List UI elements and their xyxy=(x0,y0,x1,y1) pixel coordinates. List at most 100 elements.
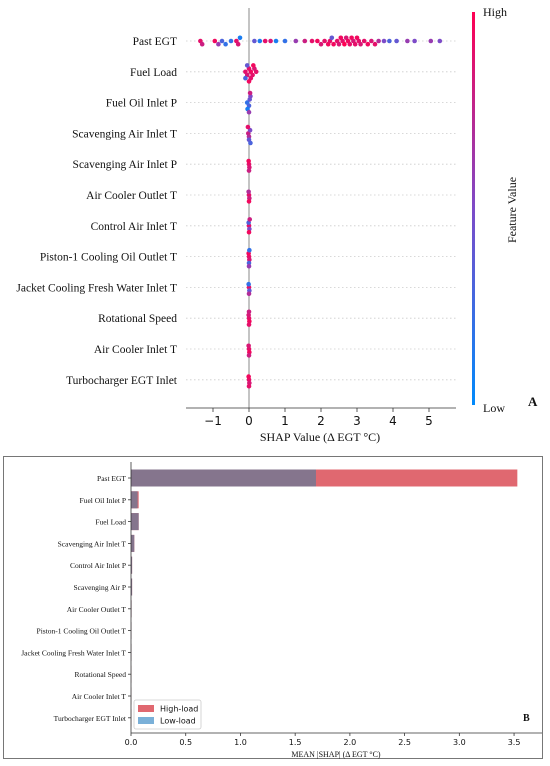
panel-b-frame xyxy=(3,456,543,759)
a-feature-label: Fuel Load xyxy=(130,67,177,79)
a-feature-label: Scavenging Air Inlet T xyxy=(72,128,177,140)
a-x-tick-label: 5 xyxy=(425,414,433,428)
a-shap-point xyxy=(437,38,443,44)
a-feature-label: Jacket Cooling Fresh Water Inlet T xyxy=(16,282,177,294)
b-category-label: Scavenging Air Inlet T xyxy=(58,539,127,548)
a-shap-point xyxy=(309,38,315,44)
a-shap-point xyxy=(293,38,299,44)
b-x-tick-label: 0.0 xyxy=(125,738,138,747)
a-shap-point xyxy=(246,134,252,139)
a-shap-point xyxy=(199,41,205,47)
a-shap-point xyxy=(253,69,259,75)
a-shap-point xyxy=(246,109,252,115)
a-shap-point xyxy=(376,38,381,44)
b-category-label: Air Cooler Inlet T xyxy=(72,692,127,701)
b-x-tick-label: 3.5 xyxy=(508,738,521,747)
a-shap-point xyxy=(246,263,252,269)
a-shap-point xyxy=(246,168,252,173)
a-feature-label: Turbocharger EGT Inlet xyxy=(66,375,178,387)
b-x-tick-label: 1.0 xyxy=(234,738,247,747)
a-shap-point xyxy=(246,281,251,287)
a-shap-point xyxy=(257,38,263,44)
a-shap-point xyxy=(212,38,218,44)
a-shap-point xyxy=(246,322,252,327)
a-x-tick-label: 3 xyxy=(353,414,361,428)
a-shap-point xyxy=(246,383,252,389)
b-bar-overlap xyxy=(131,469,316,487)
a-shap-point xyxy=(247,247,252,253)
a-shap-point xyxy=(315,38,320,44)
legend-swatch-low-load xyxy=(138,717,154,724)
b-category-label: Control Air Inlet P xyxy=(70,561,126,570)
a-shap-point xyxy=(251,63,256,68)
b-legend: High-load Low-load xyxy=(133,699,202,730)
b-x-tick-label: 3.0 xyxy=(453,738,466,747)
a-shap-point xyxy=(336,41,342,47)
a-shap-point xyxy=(405,38,410,44)
a-shap-point xyxy=(394,38,399,44)
a-shap-point xyxy=(235,41,241,47)
b-category-label: Jacket Cooling Fresh Water Inlet T xyxy=(21,648,126,657)
a-shap-point xyxy=(247,217,253,222)
b-category-label: Turbocharger EGT Inlet xyxy=(54,714,127,723)
a-shap-point xyxy=(361,38,367,44)
a-shap-point xyxy=(246,199,252,204)
b-category-label: Air Cooler Outlet T xyxy=(67,605,127,614)
a-shap-point xyxy=(365,41,371,47)
b-category-label: Fuel Load xyxy=(95,518,126,527)
a-shap-point xyxy=(372,41,378,47)
b-bar-overlap xyxy=(131,513,139,531)
a-shap-point xyxy=(282,38,288,44)
b-x-tick-label: 1.5 xyxy=(289,738,302,747)
a-shap-point xyxy=(246,353,252,358)
a-shap-point xyxy=(246,189,251,195)
colorbar-high-label: High xyxy=(483,5,507,19)
b-x-axis-label: MEAN |SHAP| (Δ EGT °C) xyxy=(291,750,381,759)
b-category-label: Rotational Speed xyxy=(75,670,127,679)
a-shap-point xyxy=(352,41,358,47)
a-x-tick-label: 4 xyxy=(389,414,397,428)
b-category-label: Past EGT xyxy=(97,474,126,483)
b-bar-overlap xyxy=(131,491,138,509)
a-feature-label: Rotational Speed xyxy=(98,313,177,325)
a-shap-point xyxy=(246,229,252,235)
a-x-tick-label: −1 xyxy=(204,414,222,428)
a-shap-point xyxy=(428,38,434,44)
a-shap-point xyxy=(273,38,279,44)
a-shap-point xyxy=(347,41,353,47)
a-x-tick-label: 1 xyxy=(281,414,289,428)
b-x-tick-label: 2.0 xyxy=(344,738,357,747)
panel-a-label: A xyxy=(528,394,538,409)
a-shap-point xyxy=(302,38,308,44)
a-shap-point xyxy=(252,38,257,44)
a-shap-point xyxy=(246,343,251,349)
a-shap-point xyxy=(262,38,268,44)
colorbar-low-label: Low xyxy=(483,401,505,415)
a-x-axis-label: SHAP Value (Δ EGT °C) xyxy=(260,430,380,444)
b-category-label: Piston-1 Cooling Oil Outlet T xyxy=(37,627,127,636)
a-x-ticks: −1 0 1 2 3 4 5 xyxy=(204,408,433,428)
a-shap-point xyxy=(387,38,392,44)
colorbar-title: Feature Value xyxy=(505,177,519,243)
a-shap-point xyxy=(237,35,243,41)
legend-label-high-load: High-load xyxy=(160,705,198,714)
a-shap-point xyxy=(248,140,253,146)
a-shap-point xyxy=(246,291,252,297)
a-shap-point xyxy=(342,41,347,47)
b-x-ticks: 0.0 0.5 1.0 1.5 2.0 2.5 3.0 3.5 xyxy=(125,733,521,747)
a-feature-label: Past EGT xyxy=(133,36,177,48)
a-shap-point xyxy=(245,124,251,130)
a-shap-point xyxy=(412,38,417,44)
a-shap-point xyxy=(247,90,253,96)
a-shap-point xyxy=(358,41,363,47)
panel-b-label: B xyxy=(523,713,530,724)
b-category-label: Scavenging Air P xyxy=(74,583,127,592)
a-feature-label: Control Air Inlet T xyxy=(91,221,177,233)
a-feature-label: Air Cooler Outlet T xyxy=(86,190,177,202)
a-shap-point xyxy=(369,38,374,44)
b-x-tick-label: 2.5 xyxy=(398,738,411,747)
b-x-tick-label: 0.5 xyxy=(179,738,192,747)
a-shap-point xyxy=(381,38,387,44)
b-bars xyxy=(131,469,518,727)
